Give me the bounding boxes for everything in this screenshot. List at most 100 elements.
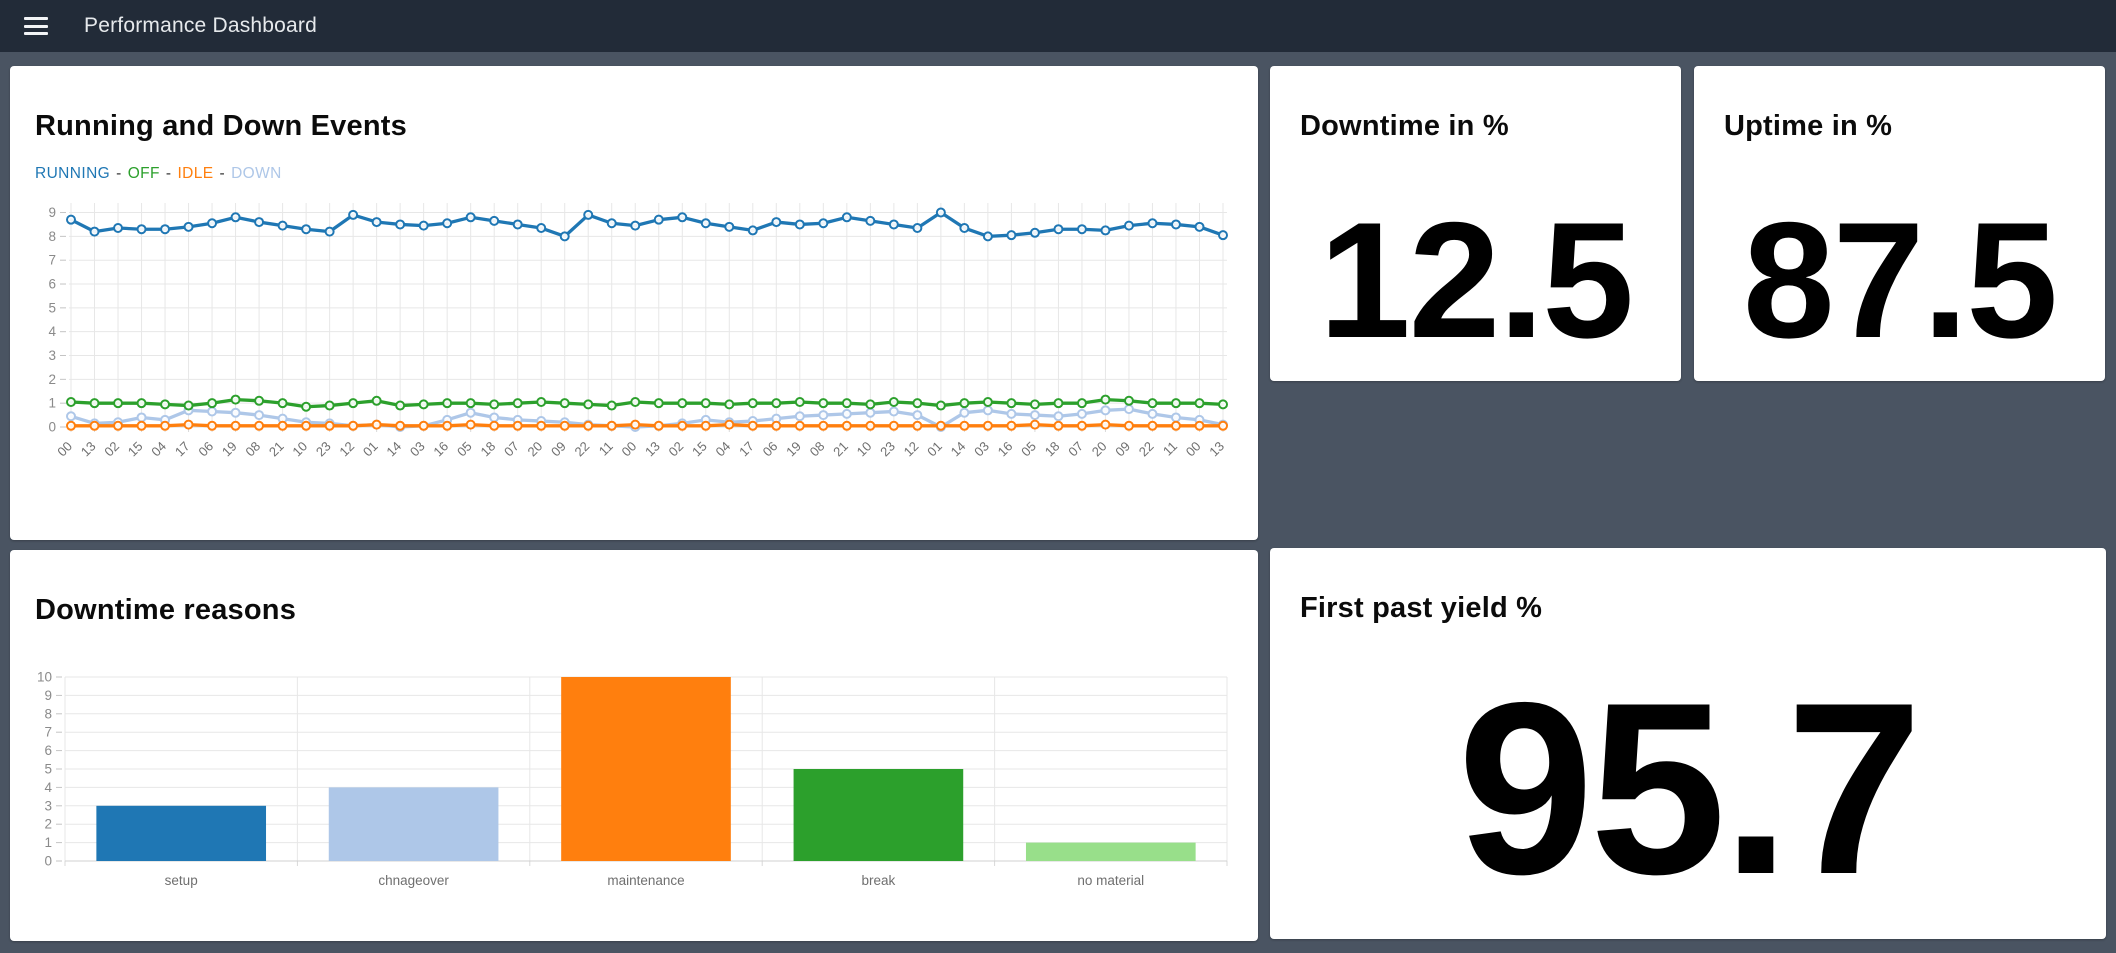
svg-text:09: 09	[1112, 439, 1133, 460]
svg-text:16: 16	[430, 439, 451, 460]
top-bar: Performance Dashboard	[0, 0, 2116, 52]
svg-text:12: 12	[901, 439, 922, 460]
svg-text:6: 6	[48, 277, 56, 292]
downtime-percent-title: Downtime in %	[1300, 110, 1509, 142]
svg-text:01: 01	[924, 439, 945, 460]
svg-text:23: 23	[877, 439, 898, 460]
svg-text:06: 06	[760, 439, 781, 460]
svg-text:06: 06	[195, 439, 216, 460]
svg-text:15: 15	[125, 439, 146, 460]
svg-text:chnageover: chnageover	[378, 873, 449, 888]
downtime-reasons-bar-chart[interactable]: 0 1 2 3 4 5 6 7 8 9 10 setup chnageover maintenance br…	[35, 669, 1233, 912]
kpi-row: Downtime in % 12.5 Uptime in % 87.5	[1270, 66, 2106, 381]
svg-text:01: 01	[360, 439, 381, 460]
svg-text:19: 19	[783, 439, 804, 460]
svg-text:15: 15	[689, 439, 710, 460]
right-column: Downtime in % 12.5 Uptime in % 87.5 Firs…	[1270, 66, 2106, 941]
svg-text:3: 3	[48, 348, 56, 363]
svg-text:5: 5	[44, 762, 52, 777]
svg-text:20: 20	[1089, 439, 1110, 460]
svg-text:11: 11	[1160, 439, 1180, 459]
svg-text:08: 08	[807, 439, 828, 460]
svg-text:17: 17	[736, 439, 757, 460]
svg-text:setup: setup	[165, 873, 198, 888]
svg-text:04: 04	[148, 439, 169, 460]
svg-text:7: 7	[48, 253, 56, 268]
svg-text:13: 13	[78, 439, 99, 460]
svg-text:12: 12	[336, 439, 357, 460]
svg-text:00: 00	[54, 439, 75, 460]
svg-text:18: 18	[1042, 439, 1063, 460]
reasons-card-title: Downtime reasons	[35, 594, 297, 626]
uptime-percent-value: 87.5	[1742, 188, 2058, 373]
svg-text:14: 14	[383, 439, 404, 460]
svg-text:16: 16	[995, 439, 1016, 460]
svg-text:00: 00	[1183, 439, 1204, 460]
svg-text:03: 03	[971, 439, 992, 460]
svg-text:18: 18	[477, 439, 498, 460]
svg-text:10: 10	[289, 439, 310, 460]
svg-text:02: 02	[666, 439, 687, 460]
svg-text:13: 13	[642, 439, 663, 460]
legend-item-down[interactable]: DOWN	[231, 165, 282, 182]
legend-item-idle[interactable]: IDLE	[177, 165, 214, 182]
uptime-percent-card: Uptime in % 87.5	[1694, 66, 2105, 381]
svg-text:break: break	[862, 873, 896, 888]
hamburger-icon[interactable]	[24, 15, 52, 37]
svg-text:4: 4	[48, 324, 56, 339]
svg-text:maintenance: maintenance	[607, 873, 684, 888]
svg-text:9: 9	[48, 205, 56, 220]
svg-text:2: 2	[44, 817, 52, 832]
svg-text:7: 7	[44, 725, 52, 740]
first-past-yield-card: First past yield % 95.7	[1270, 548, 2106, 939]
svg-text:0: 0	[48, 420, 56, 435]
svg-text:4: 4	[44, 780, 52, 795]
legend-separator: -	[165, 165, 172, 182]
svg-text:23: 23	[313, 439, 334, 460]
downtime-reasons-card: Downtime reasons 0 1 2 3 4 5 6 7 8 9 10 setup chnage…	[10, 550, 1258, 941]
svg-text:08: 08	[242, 439, 263, 460]
legend-item-running[interactable]: RUNNING	[35, 165, 111, 182]
hamburger-bar	[24, 32, 48, 35]
svg-text:0: 0	[44, 854, 52, 869]
uptime-percent-title: Uptime in %	[1724, 110, 1893, 142]
hamburger-bar	[24, 17, 48, 20]
svg-text:07: 07	[501, 439, 522, 460]
svg-text:14: 14	[948, 439, 969, 460]
svg-text:05: 05	[454, 439, 475, 460]
svg-text:10: 10	[37, 670, 52, 685]
svg-text:1: 1	[44, 835, 52, 850]
legend-separator: -	[219, 165, 226, 182]
svg-text:no material: no material	[1077, 873, 1144, 888]
svg-text:13: 13	[1206, 439, 1227, 460]
events-card-title: Running and Down Events	[35, 110, 407, 142]
svg-text:10: 10	[854, 439, 875, 460]
downtime-reasons-bar-chart-svg[interactable]: 0 1 2 3 4 5 6 7 8 9 10 setup chnageover maintenance br…	[35, 669, 1233, 907]
svg-text:17: 17	[172, 439, 193, 460]
legend-separator: -	[116, 165, 122, 182]
app-title: Performance Dashboard	[84, 14, 317, 37]
svg-text:21: 21	[830, 439, 851, 460]
svg-text:04: 04	[713, 439, 734, 460]
events-line-chart[interactable]: 0 1 2 3 4 5 6 7 8 9 00 13 02 15 04 17 06 19 08 21 10 23 12 01 14…	[35, 199, 1233, 496]
svg-text:6: 6	[44, 743, 52, 758]
legend-item-off[interactable]: OFF	[127, 165, 160, 182]
first-past-yield-title: First past yield %	[1300, 592, 1543, 624]
svg-text:05: 05	[1018, 439, 1039, 460]
svg-text:11: 11	[596, 439, 616, 459]
hamburger-bar	[24, 24, 48, 28]
first-past-yield-value: 95.7	[1457, 651, 1923, 926]
svg-text:1: 1	[48, 396, 56, 411]
dashboard-grid: Running and Down Events RUNNING - OFF - IDLE…	[10, 66, 2106, 941]
svg-text:19: 19	[219, 439, 240, 460]
svg-text:03: 03	[407, 439, 428, 460]
downtime-percent-card: Downtime in % 12.5	[1270, 66, 1681, 381]
svg-text:3: 3	[44, 798, 52, 813]
svg-text:8: 8	[44, 706, 52, 721]
svg-text:09: 09	[548, 439, 569, 460]
svg-text:2: 2	[48, 372, 56, 387]
running-down-events-card: Running and Down Events RUNNING - OFF - IDLE…	[10, 66, 1258, 540]
svg-text:22: 22	[572, 439, 593, 460]
